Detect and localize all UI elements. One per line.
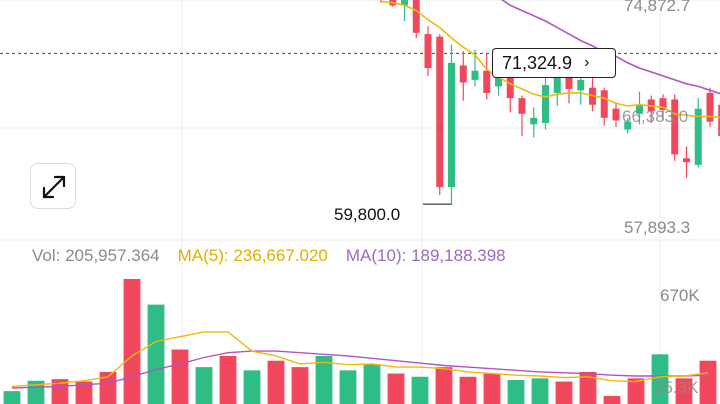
expand-arrows-icon bbox=[42, 175, 66, 199]
volume-bar-10 bbox=[243, 370, 261, 404]
price-axis-label-top: 74,872.7 bbox=[624, 0, 691, 15]
volume-bar-9 bbox=[219, 355, 237, 404]
volume-bar-16 bbox=[387, 373, 405, 404]
ma5-line bbox=[380, 0, 720, 119]
volume-bar-11 bbox=[267, 360, 285, 404]
volume-bar-7 bbox=[171, 349, 189, 404]
candle-body-12 bbox=[518, 98, 526, 114]
current-price-tag[interactable]: 71,324.9 › bbox=[492, 48, 616, 78]
candle-body-27 bbox=[694, 108, 702, 165]
candle-body-15 bbox=[553, 75, 561, 93]
candle-body-16 bbox=[565, 77, 573, 90]
volume-bar-2 bbox=[51, 379, 69, 404]
volume-bar-22 bbox=[531, 378, 549, 404]
candle-body-3 bbox=[412, 0, 420, 33]
volume-bar-5 bbox=[123, 279, 141, 404]
candle-body-2 bbox=[401, 0, 408, 6]
ma10-line bbox=[500, 0, 720, 95]
candle-body-4 bbox=[424, 34, 432, 69]
volume-bar-3 bbox=[75, 381, 93, 404]
volume-bar-29 bbox=[699, 360, 717, 404]
volume-bar-27 bbox=[651, 354, 669, 404]
volume-axis-label-top: 670K bbox=[660, 286, 700, 305]
volume-ma10-value: MA(10): 189,188.398 bbox=[345, 246, 506, 265]
candle-body-25 bbox=[671, 99, 679, 155]
volume-bar-14 bbox=[339, 370, 357, 404]
volume-ma5-line bbox=[11, 331, 709, 388]
volume-bar-26 bbox=[627, 378, 645, 404]
low-price-connector bbox=[423, 196, 452, 205]
price-axis-label-mid: 66,383.0 bbox=[622, 107, 689, 126]
volume-bar-18 bbox=[435, 367, 453, 404]
candle-body-17 bbox=[577, 79, 585, 91]
candle-body-7 bbox=[459, 65, 467, 83]
volume-bar-28 bbox=[675, 378, 693, 404]
volume-bar-12 bbox=[291, 367, 309, 404]
volume-value: Vol: 205,957.364 bbox=[32, 246, 160, 265]
candle-body-5 bbox=[436, 36, 444, 188]
volume-bar-6 bbox=[147, 304, 165, 404]
candle-body-24 bbox=[659, 98, 667, 110]
volume-axis-label-bottom: 25.3K bbox=[654, 378, 699, 397]
candle-body-29 bbox=[718, 104, 720, 137]
candle-body-10 bbox=[495, 72, 502, 87]
volume-bar-13 bbox=[315, 355, 333, 404]
volume-bar-17 bbox=[411, 376, 429, 404]
volume-bar-4 bbox=[99, 371, 117, 404]
volume-legend: Vol: 205,957.364 MA(5): 236,667.020 MA(10)… bbox=[32, 246, 524, 266]
candle-body-6 bbox=[448, 62, 455, 188]
volume-bar-0 bbox=[3, 391, 21, 404]
volume-bar-24 bbox=[579, 371, 597, 404]
volume-ma10-line bbox=[11, 350, 709, 389]
candle-body-13 bbox=[530, 117, 538, 125]
candle-body-22 bbox=[636, 104, 643, 114]
volume-bar-20 bbox=[483, 373, 501, 404]
volume-bar-23 bbox=[555, 381, 573, 404]
chevron-right-icon: › bbox=[584, 54, 590, 71]
volume-bar-21 bbox=[507, 379, 525, 404]
low-price-label: 59,800.0 bbox=[334, 205, 401, 224]
volume-ma5-value: MA(5): 236,667.020 bbox=[177, 246, 328, 265]
candle-body-14 bbox=[542, 85, 549, 124]
candle-body-8 bbox=[471, 70, 479, 80]
candle-body-9 bbox=[483, 70, 491, 93]
volume-bar-25 bbox=[603, 395, 621, 404]
candle-body-26 bbox=[683, 158, 690, 163]
candle-body-20 bbox=[612, 108, 620, 121]
price-axis-label-bottom: 57,893.3 bbox=[624, 218, 691, 237]
candle-body-21 bbox=[624, 121, 632, 130]
expand-chart-button[interactable] bbox=[30, 163, 76, 209]
volume-bar-19 bbox=[459, 376, 477, 404]
candle-body-19 bbox=[600, 90, 608, 118]
volume-bar-8 bbox=[195, 367, 213, 404]
current-price-value: 71,324.9 bbox=[502, 52, 573, 73]
candle-body-28 bbox=[706, 92, 714, 122]
volume-bar-15 bbox=[363, 363, 381, 404]
